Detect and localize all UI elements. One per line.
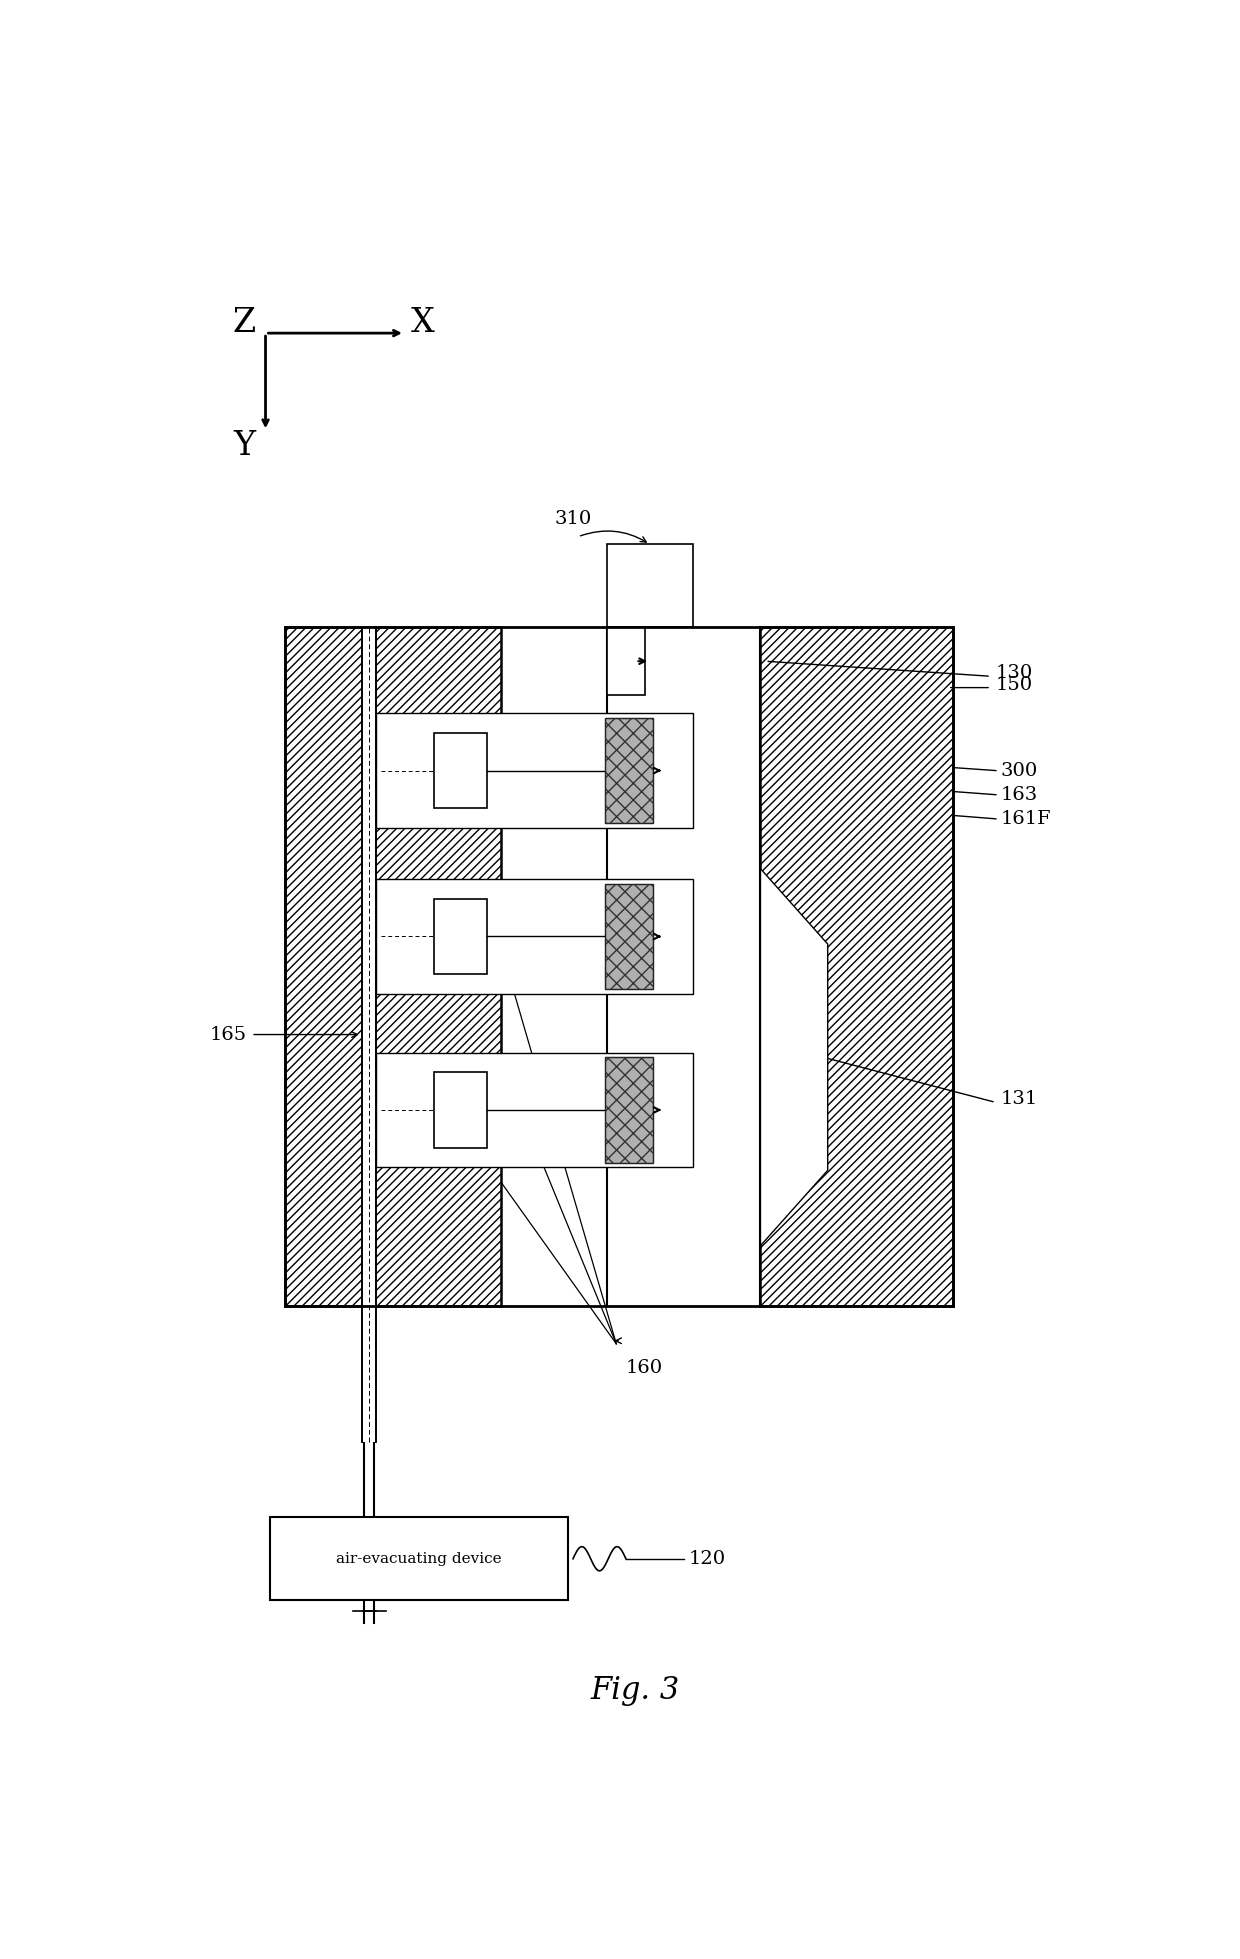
Polygon shape (760, 868, 828, 1246)
Bar (606, 627, 645, 695)
Text: Y: Y (233, 431, 255, 462)
Bar (605, 1058, 652, 1164)
Text: 150: 150 (996, 676, 1033, 693)
Bar (605, 884, 652, 989)
Bar (362, 627, 376, 1442)
Bar (285, 627, 501, 1307)
Text: Fig. 3: Fig. 3 (591, 1675, 680, 1706)
Bar (605, 717, 652, 823)
Text: X: X (410, 306, 434, 339)
Bar (760, 627, 952, 1307)
Bar (605, 884, 652, 989)
Text: 300: 300 (1001, 762, 1038, 780)
Bar (605, 1058, 652, 1164)
Bar (285, 627, 952, 1307)
Text: 161F: 161F (1001, 809, 1052, 829)
Bar (434, 899, 486, 974)
Text: 310: 310 (554, 509, 591, 527)
Bar (434, 733, 486, 809)
Bar (270, 1516, 568, 1601)
Text: air-evacuating device: air-evacuating device (336, 1552, 502, 1565)
Bar (760, 627, 952, 1307)
Bar (434, 1072, 486, 1148)
Text: 163: 163 (1001, 786, 1038, 803)
Bar (376, 713, 693, 829)
Text: 120: 120 (688, 1550, 725, 1567)
Bar (606, 627, 760, 1307)
Bar (606, 545, 693, 627)
Bar (376, 880, 693, 993)
Text: Z: Z (233, 306, 255, 339)
Text: 130: 130 (996, 664, 1033, 682)
Text: 160: 160 (626, 1360, 663, 1377)
Text: 165: 165 (210, 1027, 247, 1044)
Bar (605, 717, 652, 823)
Bar (376, 1052, 693, 1168)
Bar (285, 627, 501, 1307)
Text: 131: 131 (1001, 1091, 1038, 1109)
